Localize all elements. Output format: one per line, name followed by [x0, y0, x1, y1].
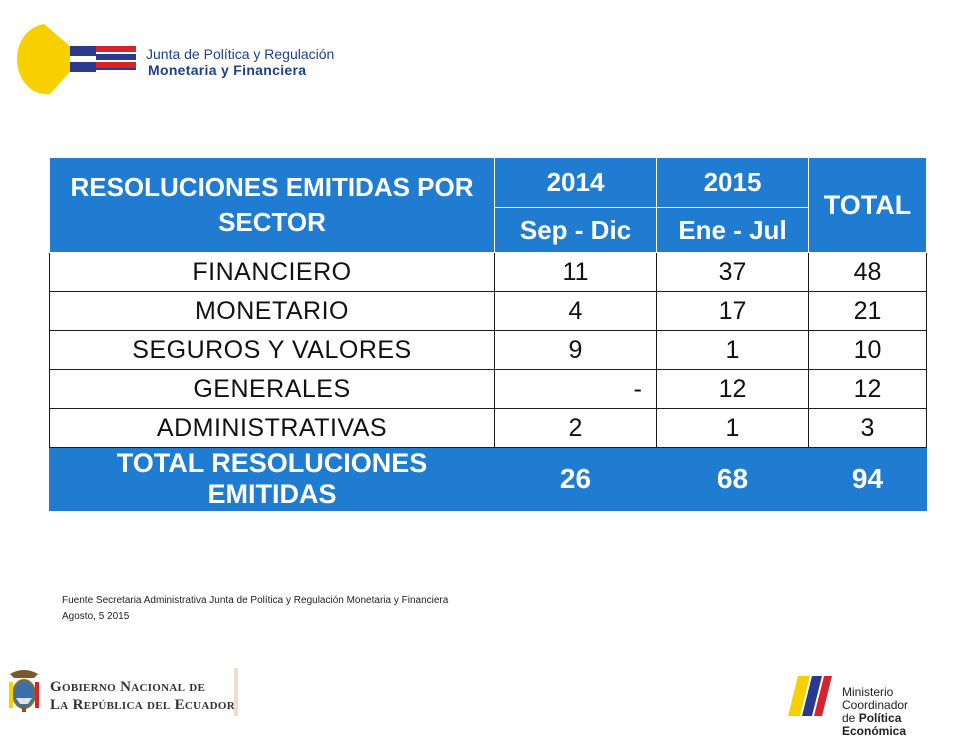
totals-total: 94: [808, 447, 927, 511]
totals-2015: 68: [656, 447, 809, 511]
sector-label: ADMINISTRATIVAS: [49, 408, 495, 448]
ministry-line2-prefix: de: [842, 711, 859, 725]
ministry-line2: de Política Económica: [842, 712, 960, 738]
sector-label: GENERALES: [49, 369, 495, 409]
value-total: 21: [808, 291, 927, 331]
value-total: 48: [808, 252, 927, 292]
org-name-line1: Junta de Política y Regulación: [146, 46, 335, 62]
org-name: Junta de Política y Regulación Monetaria…: [146, 46, 334, 78]
government-line1: Gobierno Nacional de: [50, 679, 206, 695]
value-2015: 1: [656, 330, 809, 370]
header-range-2014: Sep - Dic: [494, 207, 657, 253]
sector-label: FINANCIERO: [49, 252, 495, 292]
source-text: Fuente Secretaria Administrativa Junta d…: [62, 595, 449, 606]
value-2014: 4: [494, 291, 657, 331]
sector-label: SEGUROS Y VALORES: [49, 330, 495, 370]
totals-row: TOTAL RESOLUCIONES EMITIDAS 26 68 94: [49, 447, 927, 511]
resolutions-table: RESOLUCIONES EMITIDAS POR SECTOR 2014 20…: [49, 157, 927, 511]
ministry-line1: Ministerio Coordinador: [842, 685, 909, 712]
sector-label: MONETARIO: [49, 291, 495, 331]
value-total: 10: [808, 330, 927, 370]
value-2015: 17: [656, 291, 809, 331]
government-line2: La República del Ecuador: [50, 697, 235, 713]
header-total: TOTAL: [808, 157, 927, 253]
value-total: 12: [808, 369, 927, 409]
government-name: Gobierno Nacional de La República del Ec…: [50, 678, 240, 714]
resolutions-table-container: RESOLUCIONES EMITIDAS POR SECTOR 2014 20…: [49, 157, 927, 511]
ecuador-coat-of-arms-icon: [9, 670, 39, 712]
totals-label: TOTAL RESOLUCIONES EMITIDAS: [49, 447, 495, 511]
value-2014: 9: [494, 330, 657, 370]
table-row: FINANCIERO 11 37 48: [49, 252, 927, 292]
ministry-name: Ministerio Coordinador de Política Econó…: [842, 686, 960, 738]
value-2015: 12: [656, 369, 809, 409]
value-2014: -: [494, 369, 657, 409]
header-year-2014: 2014: [494, 157, 657, 208]
table-row: SEGUROS Y VALORES 9 1 10: [49, 330, 927, 370]
table-row: MONETARIO 4 17 21: [49, 291, 927, 331]
value-2015: 37: [656, 252, 809, 292]
header-year-2015: 2015: [656, 157, 809, 208]
header-range-2015: Ene - Jul: [656, 207, 809, 253]
table-row: ADMINISTRATIVAS 2 1 3: [49, 408, 927, 448]
value-2014: 2: [494, 408, 657, 448]
source-date: Agosto, 5 2015: [62, 611, 130, 622]
table-title: RESOLUCIONES EMITIDAS POR SECTOR: [49, 157, 495, 253]
value-total: 3: [808, 408, 927, 448]
org-name-line2: Monetaria y Financiera: [148, 62, 307, 79]
value-2015: 1: [656, 408, 809, 448]
junta-logo-icon: [17, 24, 136, 95]
table-row: GENERALES - 12 12: [49, 369, 927, 409]
value-2014: 11: [494, 252, 657, 292]
source-note: Fuente Secretaria Administrativa Junta d…: [62, 593, 448, 625]
totals-2014: 26: [494, 447, 657, 511]
footer-divider: [234, 668, 238, 716]
ministry-logo-icon: [788, 676, 832, 716]
